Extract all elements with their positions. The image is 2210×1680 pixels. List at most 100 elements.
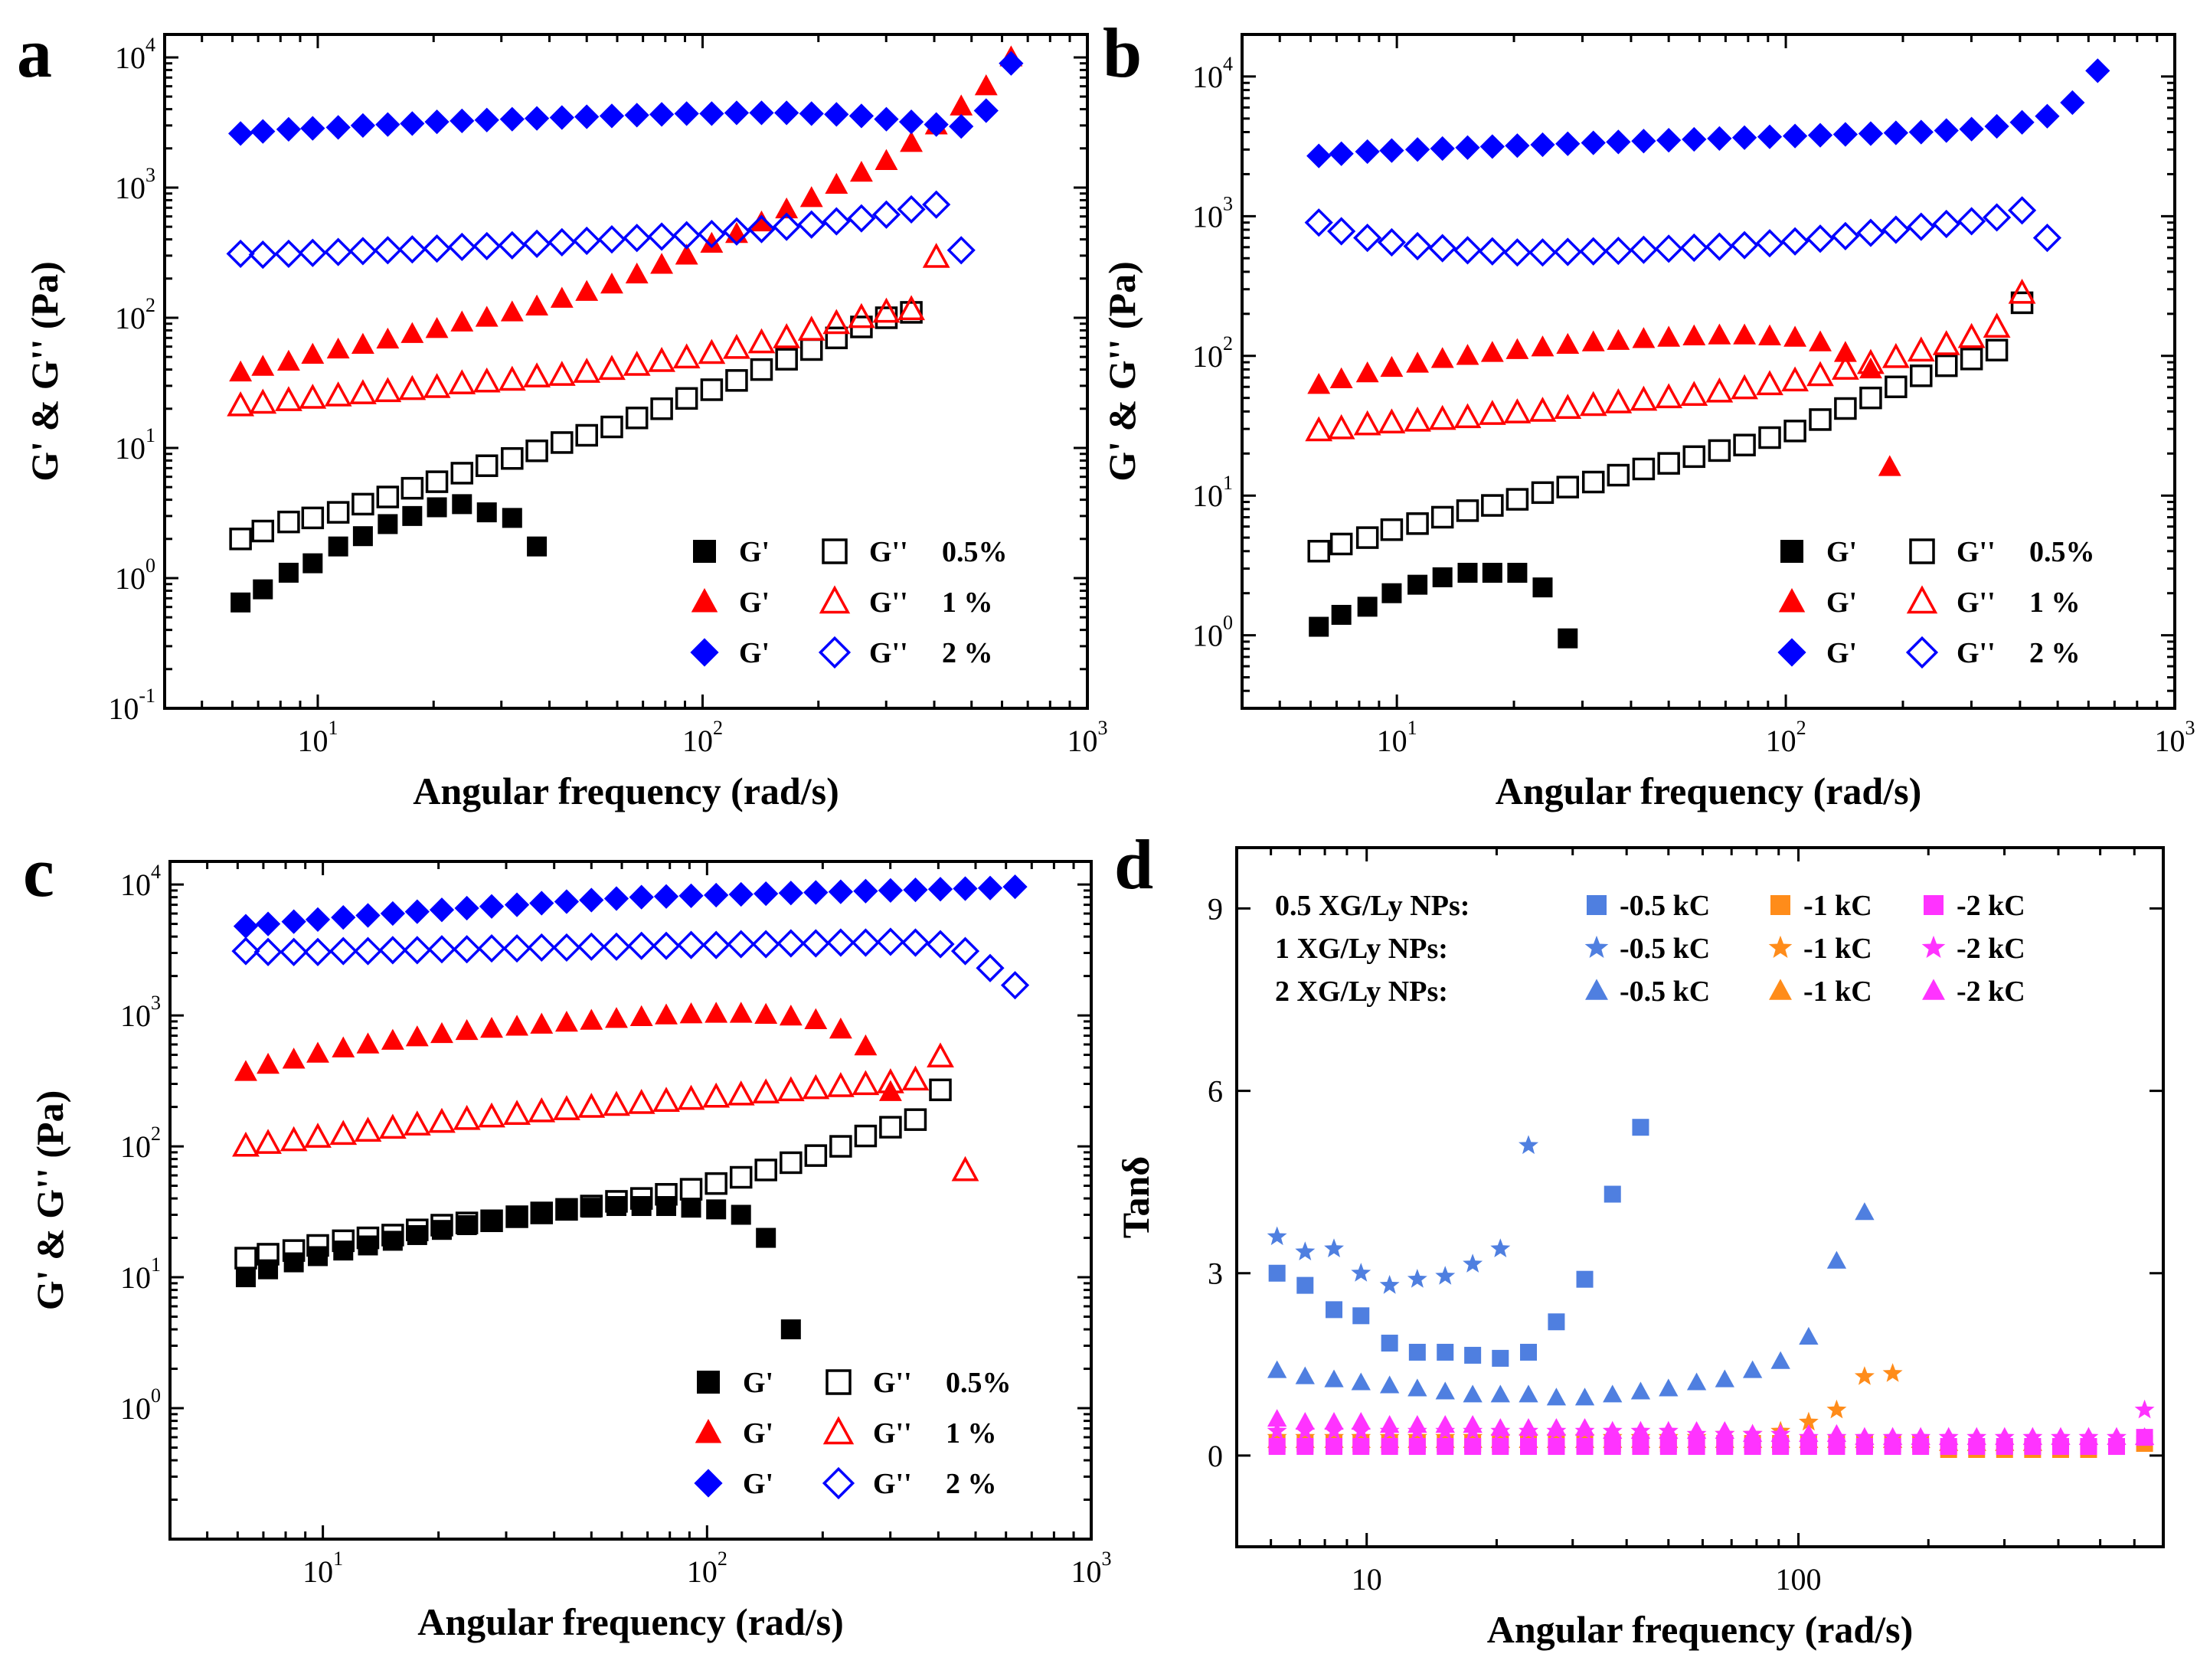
data-point xyxy=(478,1102,505,1128)
data-point xyxy=(1680,381,1708,407)
data-point xyxy=(799,101,824,126)
data-point xyxy=(1581,470,1605,494)
data-point xyxy=(1453,236,1483,265)
data-point xyxy=(1742,1423,1763,1443)
legend-label-open: G'' xyxy=(869,637,908,669)
series-0-5-xg-ly-nps-1-kc xyxy=(1268,1435,2153,1458)
data-point xyxy=(280,1126,308,1152)
data-point xyxy=(1307,540,1330,563)
legend-label-concentration: 0.5% xyxy=(2029,536,2095,568)
data-point xyxy=(1295,1241,1316,1260)
data-point xyxy=(1456,499,1479,522)
data-point xyxy=(1520,1343,1538,1361)
data-point xyxy=(1548,1438,1565,1456)
data-point xyxy=(1907,336,1935,362)
legend-entry-label: -1 kC xyxy=(1803,933,1872,965)
data-point xyxy=(779,1004,803,1026)
data-point xyxy=(1882,1427,1903,1445)
data-point xyxy=(1806,224,1835,253)
y-tick-label: 101 xyxy=(1192,472,1233,513)
data-point xyxy=(1603,1384,1623,1403)
data-point xyxy=(750,210,773,232)
data-point xyxy=(326,337,350,359)
data-point xyxy=(1783,420,1806,443)
data-point xyxy=(231,936,260,966)
data-point xyxy=(847,204,876,233)
data-point xyxy=(235,1267,256,1288)
data-point xyxy=(1267,1409,1287,1427)
legend-entry-label: -1 kC xyxy=(1803,890,1872,922)
data-point xyxy=(754,1002,778,1025)
data-point xyxy=(824,102,849,127)
data-point xyxy=(772,212,801,241)
x-tick-label: 101 xyxy=(1377,717,1417,758)
data-point xyxy=(629,1005,653,1027)
data-point xyxy=(248,240,277,270)
data-point xyxy=(2022,1427,2043,1445)
data-point xyxy=(304,1123,332,1148)
data-point xyxy=(804,1144,828,1167)
data-point xyxy=(1907,212,1936,241)
y-tick-label: 102 xyxy=(1192,332,1233,374)
data-point xyxy=(773,323,801,348)
data-point xyxy=(1604,236,1633,266)
data-point xyxy=(1502,238,1532,267)
y-axis-label: G' & G'' (Pa) xyxy=(1100,261,1143,481)
data-point xyxy=(429,897,455,923)
data-point xyxy=(729,1165,753,1189)
legend-label-filled: G' xyxy=(1826,587,1857,619)
legend-label-filled: G' xyxy=(739,587,770,619)
data-point xyxy=(249,388,277,414)
data-point xyxy=(1832,122,1859,147)
data-point xyxy=(1657,452,1680,475)
data-point xyxy=(723,333,750,359)
data-point xyxy=(929,1078,952,1102)
data-point xyxy=(479,894,505,919)
data-point xyxy=(1404,406,1431,432)
data-point xyxy=(1380,355,1404,378)
y-tick-label: 102 xyxy=(120,1123,161,1164)
data-point xyxy=(253,579,273,600)
data-point xyxy=(1781,366,1809,392)
data-point xyxy=(475,306,499,327)
data-point xyxy=(623,351,651,376)
data-point xyxy=(1995,1427,2015,1445)
series-g-1- xyxy=(234,1002,902,1101)
data-point xyxy=(1682,126,1707,152)
data-point xyxy=(1295,1412,1315,1430)
data-point xyxy=(1932,209,1961,239)
y-tick-label: 102 xyxy=(115,294,155,335)
data-point xyxy=(507,1206,528,1227)
data-point xyxy=(1715,1420,1734,1440)
data-point xyxy=(804,1008,828,1029)
data-point xyxy=(1782,123,1808,149)
data-point xyxy=(1407,574,1428,595)
data-point xyxy=(1507,563,1528,583)
data-point xyxy=(727,1080,755,1106)
data-point xyxy=(375,112,400,137)
data-point xyxy=(1351,1420,1371,1440)
y-tick-label: 103 xyxy=(1192,192,1233,234)
data-point xyxy=(949,113,974,139)
data-point xyxy=(1579,237,1608,266)
series-g-0-5- xyxy=(235,1196,801,1340)
legend-row-label: 0.5 XG/Ly NPs: xyxy=(1275,890,1470,922)
data-point xyxy=(606,1196,627,1217)
data-point xyxy=(1000,971,1030,1000)
data-point xyxy=(901,928,930,957)
data-point xyxy=(879,1116,902,1139)
data-point xyxy=(605,1007,628,1028)
data-point xyxy=(283,1252,304,1273)
legend: G' G'' 0.5% G' G'' 1 % G' G'' 2 % xyxy=(1777,536,2095,669)
data-point xyxy=(1686,1420,1707,1440)
data-point xyxy=(878,878,904,904)
legend-marker-filled xyxy=(691,588,718,613)
data-point xyxy=(1574,1417,1595,1436)
data-point xyxy=(977,875,1003,900)
y-tick-label: 3 xyxy=(1208,1257,1223,1291)
data-point xyxy=(1657,325,1681,347)
data-point xyxy=(1939,1427,1959,1445)
legend-entry-label: -1 kC xyxy=(1803,976,1872,1008)
panel-b: b 101 102 103 100 101 102 103 104 Angular frequen… xyxy=(1100,14,2195,812)
data-point xyxy=(747,214,776,244)
